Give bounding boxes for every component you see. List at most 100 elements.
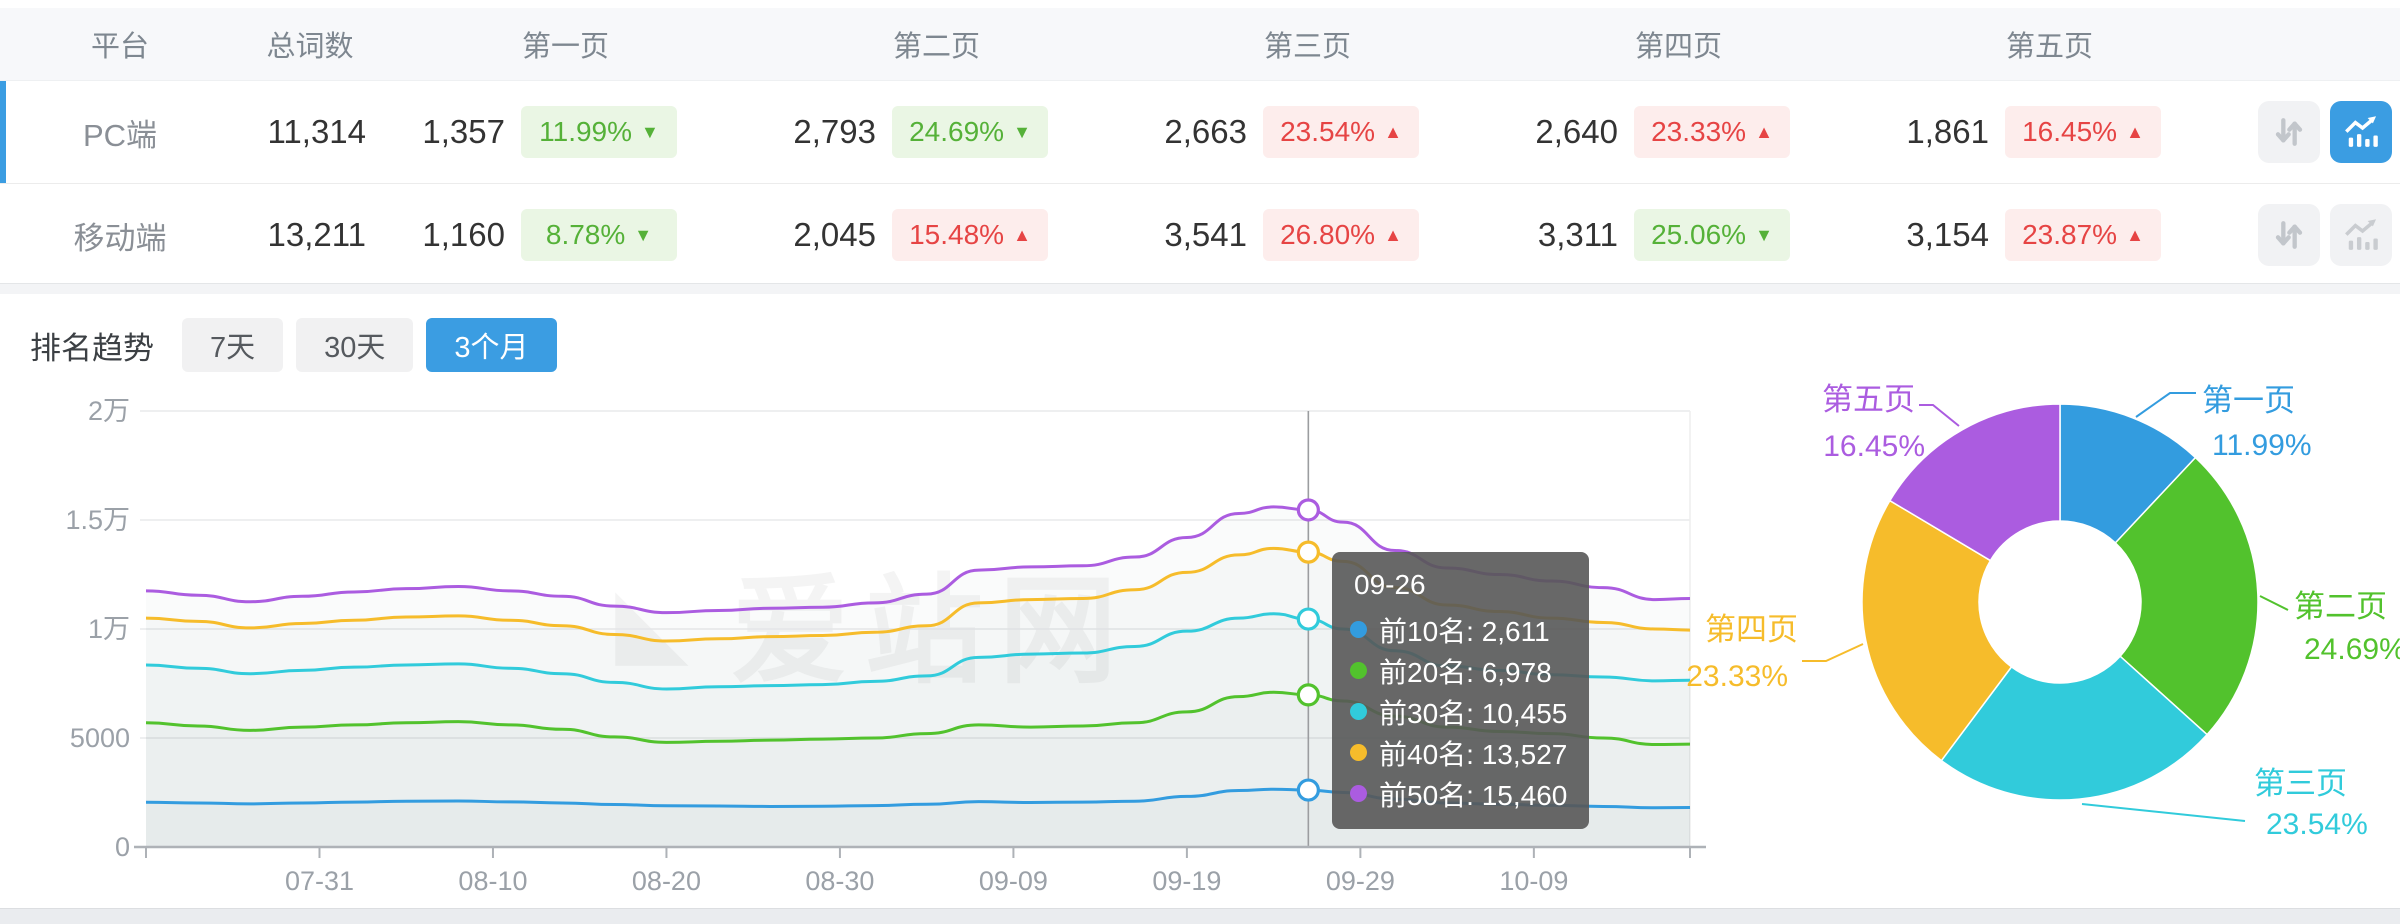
tooltip-item: 前30名: 10,455 [1350,691,1567,732]
svg-text:5000: 5000 [70,723,130,753]
column-header-4: 第二页 [892,31,980,63]
donut-percent-第三页: 23.54% [2266,808,2368,841]
donut-label-第四页: 第四页 [1705,612,1798,647]
page1-change-badge: 11.99% ▼ [521,106,677,158]
range-tabs: 7天 30天 3个月 [182,318,557,372]
total-words: 11,314 [267,113,366,150]
donut-slice-第三页[interactable] [1940,655,2209,801]
page3-count: 2,663 [1164,113,1247,150]
svg-text:1万: 1万 [88,614,130,644]
series-dot-icon [1350,744,1367,761]
tab-3个月[interactable]: 3个月 [426,318,557,372]
triangle-up-icon: ▲ [1755,122,1773,142]
trend-chart-icon [2345,116,2378,147]
charts-area: ◣ 爱站网 050001万1.5万2万07-3108-1008-2008-300… [0,360,2400,924]
trend-chart-button[interactable] [2330,101,2392,163]
page3-cell: 3,541 26.80% ▲ [1122,209,1493,261]
compare-button[interactable] [2258,101,2320,163]
page1-count: 1,357 [422,113,505,150]
svg-text:08-20: 08-20 [632,866,701,896]
page4-count: 2,640 [1535,113,1618,150]
change-percent: 11.99% [539,116,633,147]
triangle-up-icon: ▲ [1013,225,1031,245]
page5-count: 1,861 [1906,113,1989,150]
page-distribution-donut[interactable]: 第一页 11.99% 第二页 24.69% 第三页 23.54% 第四页 23.33% 第五页 1… [1600,360,2400,924]
page3-change-badge: 23.54% ▲ [1263,106,1419,158]
triangle-up-icon: ▲ [1384,122,1402,142]
svg-text:08-10: 08-10 [458,866,527,896]
change-percent: 16.45% [2022,116,2118,147]
donut-slice-第五页[interactable] [1888,403,2061,562]
donut-percent-第二页: 24.69% [2304,633,2400,666]
row-actions [2235,204,2400,266]
trend-chart-icon [2345,219,2378,250]
chart-tooltip: 09-26 前10名: 2,611 前20名: 6,978 前30名: 10,4… [1332,552,1590,829]
change-percent: 8.78% [545,219,626,250]
page2-change-badge: 24.69% ▼ [892,106,1048,158]
tooltip-date: 09-26 [1354,569,1426,600]
change-percent: 15.48% [909,219,1005,250]
compare-arrows-icon [2275,221,2303,249]
svg-text:08-30: 08-30 [805,866,874,896]
triangle-up-icon: ▲ [2126,122,2144,142]
donut-label-第二页: 第二页 [2294,589,2387,624]
donut-percent-第一页: 11.99% [2212,429,2312,462]
donut-label-第五页: 第五页 [1822,382,1915,417]
triangle-down-icon: ▼ [634,225,653,245]
svg-text:09-19: 09-19 [1152,866,1221,896]
triangle-up-icon: ▲ [2126,225,2144,245]
page2-change-badge: 15.48% ▲ [892,209,1048,261]
bottom-strip [0,908,2400,924]
total-words: 13,211 [267,216,366,253]
page4-cell: 3,311 25.06% ▼ [1493,209,1864,261]
page4-change-badge: 23.33% ▲ [1634,106,1790,158]
donut-label-第一页: 第一页 [2202,383,2295,418]
series-dot-icon [1350,785,1367,802]
column-header-6: 第四页 [1634,31,1722,63]
tooltip-item: 前50名: 15,460 [1350,773,1567,814]
series-dot-icon [1350,703,1367,720]
svg-text:07-31: 07-31 [285,866,354,896]
page2-cell: 2,793 24.69% ▼ [751,106,1122,158]
svg-text:2万: 2万 [88,396,130,426]
change-percent: 23.54% [1280,116,1376,147]
tooltip-item: 前40名: 13,527 [1350,732,1567,773]
donut-percent-第五页: 16.45% [1823,430,1925,463]
change-percent: 23.87% [2022,219,2118,250]
column-header-7: 第五页 [2005,31,2093,63]
page5-count: 3,154 [1906,216,1989,253]
svg-text:10-09: 10-09 [1499,866,1568,896]
page5-cell: 1,861 16.45% ▲ [1864,106,2235,158]
page4-count: 3,311 [1537,216,1618,253]
page2-cell: 2,045 15.48% ▲ [751,209,1122,261]
change-percent: 25.06% [1651,219,1747,250]
page1-count: 1,160 [422,216,505,253]
row-actions [2235,101,2400,163]
change-percent: 23.33% [1651,116,1747,147]
donut-slice-第二页[interactable] [2114,456,2259,736]
tooltip-item: 前20名: 6,978 [1350,650,1567,691]
compare-button[interactable] [2258,204,2320,266]
donut-percent-第四页: 23.33% [1686,660,1788,693]
triangle-down-icon: ▼ [1755,225,1773,245]
svg-text:1.5万: 1.5万 [65,505,130,535]
trend-chart-button[interactable] [2330,204,2392,266]
table-header: 平台 总词数 第一页 第二页 第三页 第四页 第五页 [0,8,2400,81]
page4-cell: 2,640 23.33% ▲ [1493,106,1864,158]
column-header-1: 平台 [90,31,149,63]
tab-30天[interactable]: 30天 [296,318,414,372]
page3-cell: 2,663 23.54% ▲ [1122,106,1493,158]
table-row-PC端[interactable]: PC端 11,314 1,357 11.99% ▼ 2,793 24.69% ▼ 2… [0,81,2400,184]
page1-change-badge: 8.78% ▼ [521,209,677,261]
series-dot-icon [1350,662,1367,679]
table-row-移动端[interactable]: 移动端 13,211 1,160 8.78% ▼ 2,045 15.48% ▲ 3,… [0,184,2400,287]
page4-change-badge: 25.06% ▼ [1634,209,1790,261]
change-percent: 24.69% [909,116,1005,147]
donut-slice-第四页[interactable] [1861,499,2013,762]
donut-label-第三页: 第三页 [2254,766,2347,801]
trend-toolbar: 排名趋势 7天 30天 3个月 [30,318,557,372]
tab-7天[interactable]: 7天 [182,318,284,372]
column-header-3: 第一页 [521,31,609,63]
column-header-5: 第三页 [1263,31,1351,63]
